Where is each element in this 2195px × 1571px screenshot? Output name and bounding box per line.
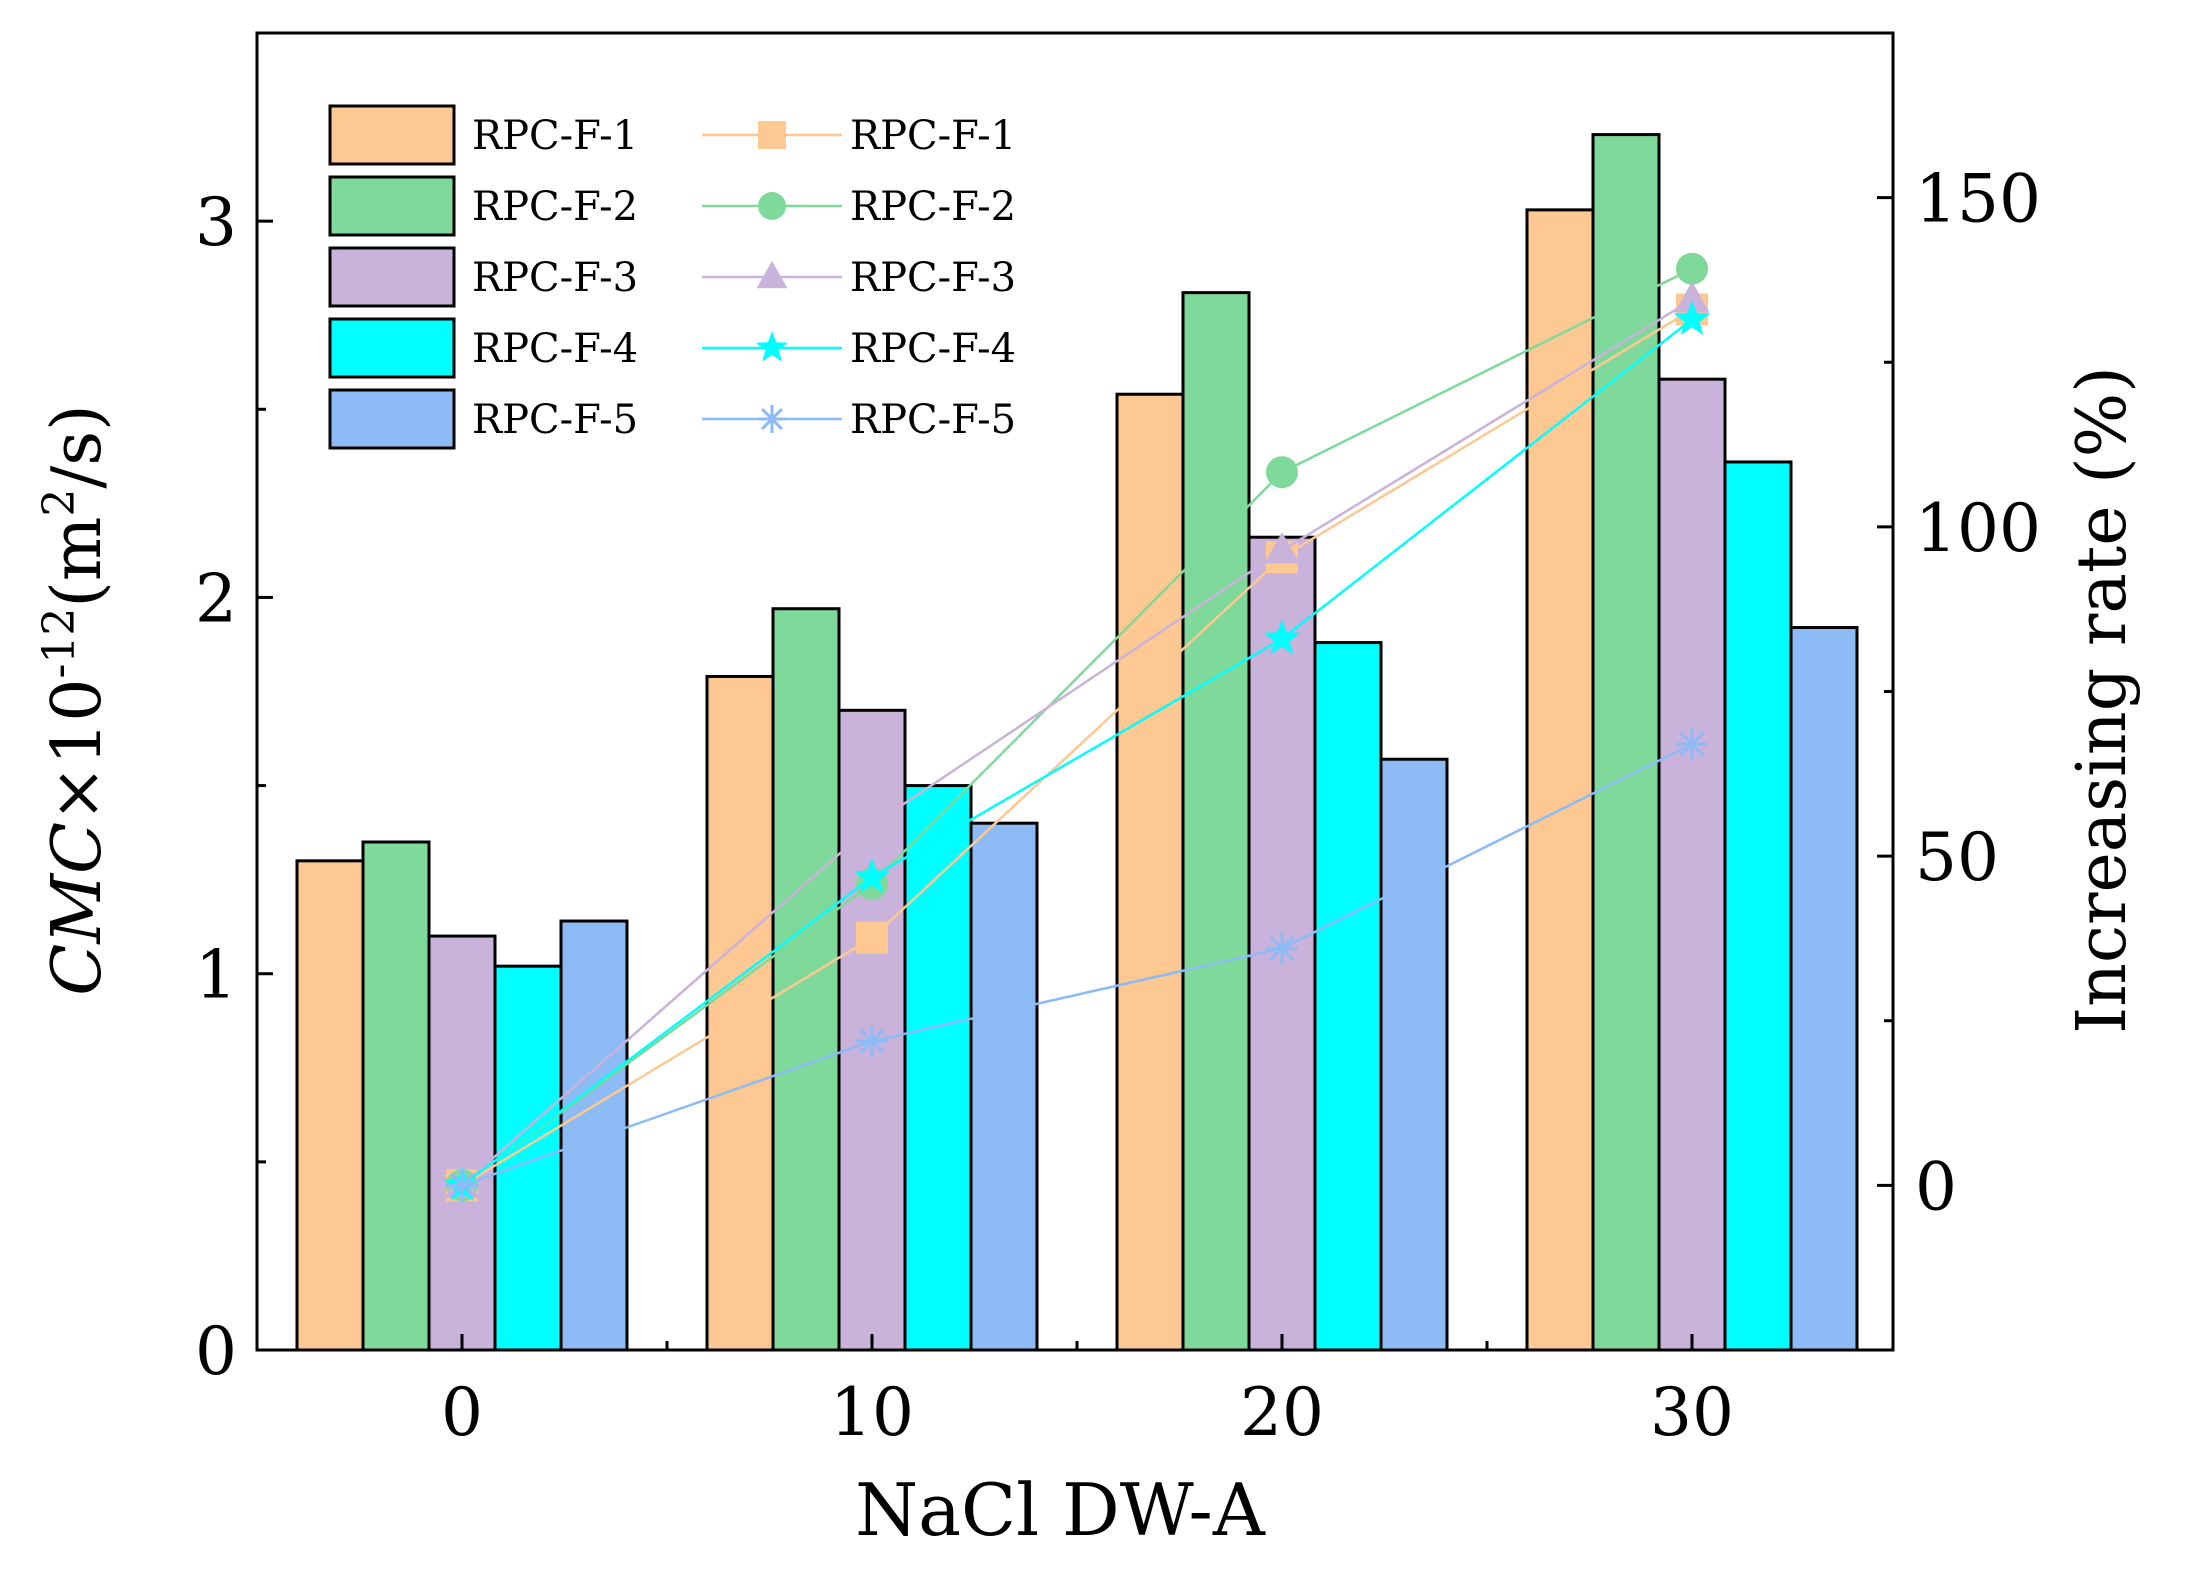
bar-rpc-f-4-20 bbox=[1313, 641, 1383, 1352]
legend-label-line-rpc-f-3: RPC-F-3 bbox=[850, 255, 1016, 301]
point-rpc-f-3-20 bbox=[1264, 532, 1300, 564]
bar-rpc-f-4-30 bbox=[1723, 460, 1793, 1352]
y-left-tick-label-2: 2 bbox=[195, 560, 237, 637]
point-rpc-f-2-20 bbox=[1266, 456, 1298, 489]
point-rpc-f-5-10 bbox=[856, 1025, 888, 1058]
point-rpc-f-5-0 bbox=[446, 1169, 478, 1202]
x-tick-label-0: 0 bbox=[441, 1374, 483, 1451]
line-rpc-f-2 bbox=[461, 267, 1693, 1187]
line-rpc-f-5 bbox=[461, 743, 1693, 1187]
bar-rpc-f-1-20 bbox=[1115, 392, 1185, 1352]
point-rpc-f-3-30 bbox=[1674, 281, 1710, 313]
y-axis-left-title-unit-close: /s) bbox=[38, 404, 117, 488]
bars-layer bbox=[295, 133, 1859, 1352]
y-axis-left-title-prefix: ×10 bbox=[38, 679, 117, 823]
y-left-tick-label-3: 3 bbox=[195, 184, 237, 261]
line-rpc-f-1 bbox=[461, 308, 1693, 1187]
lines-layer bbox=[443, 252, 1711, 1202]
legend-marker-rpc-f-5-stroke bbox=[761, 408, 783, 430]
point-rpc-f-5-30-stroke bbox=[1679, 731, 1705, 757]
y-left-tick-label-1: 1 bbox=[195, 937, 237, 1014]
x-axis-title: NaCl DW-A bbox=[855, 1468, 1266, 1552]
y-right-tick-label-100: 100 bbox=[1915, 490, 2041, 567]
point-rpc-f-4-30 bbox=[1673, 300, 1711, 335]
y-left-tick-label-0: 0 bbox=[195, 1313, 237, 1390]
bar-rpc-f-5-10 bbox=[969, 821, 1039, 1352]
point-rpc-f-5-30 bbox=[1676, 728, 1708, 761]
legend-swatch-bar-rpc-f-4 bbox=[328, 317, 456, 379]
legend-marker-rpc-f-1 bbox=[758, 121, 786, 149]
bar-rpc-f-1-10 bbox=[705, 674, 775, 1352]
legend-marker-rpc-f-3 bbox=[756, 260, 788, 289]
bar-rpc-f-5-20 bbox=[1379, 757, 1449, 1352]
bar-rpc-f-2-10 bbox=[771, 607, 841, 1352]
legend-label-line-rpc-f-5: RPC-F-5 bbox=[850, 397, 1016, 443]
point-rpc-f-5-20 bbox=[1266, 932, 1298, 965]
y-axis-left-title-exp2: 2 bbox=[34, 489, 85, 517]
bar-rpc-f-2-20 bbox=[1181, 291, 1251, 1352]
line-rpc-f-4 bbox=[461, 318, 1693, 1187]
legend-swatch-bar-rpc-f-2 bbox=[328, 175, 456, 237]
point-rpc-f-5-0-stroke bbox=[449, 1173, 475, 1198]
legend-swatch-bar-rpc-f-1 bbox=[328, 104, 456, 166]
line-rpc-f-3 bbox=[461, 298, 1693, 1187]
bar-rpc-f-1-30 bbox=[1525, 208, 1595, 1352]
legend-label-bar-rpc-f-1: RPC-F-1 bbox=[472, 113, 638, 159]
bar-rpc-f-3-0 bbox=[427, 934, 497, 1352]
bar-rpc-f-3-30 bbox=[1657, 377, 1727, 1352]
bar-rpc-f-2-30 bbox=[1591, 133, 1661, 1352]
x-tick-label-30: 30 bbox=[1650, 1374, 1734, 1451]
y-axis-right-title: Increasing rate (%) bbox=[2063, 366, 2142, 1034]
x-tick-label-20: 20 bbox=[1240, 1374, 1324, 1451]
legend-swatch-bar-rpc-f-3 bbox=[328, 246, 456, 308]
bar-rpc-f-5-0 bbox=[559, 919, 629, 1352]
bar-rpc-f-5-30 bbox=[1789, 626, 1859, 1352]
legend-marker-rpc-f-5 bbox=[758, 405, 786, 433]
bar-rpc-f-4-10 bbox=[903, 784, 973, 1352]
point-rpc-f-1-10 bbox=[856, 921, 888, 954]
legend-label-line-rpc-f-4: RPC-F-4 bbox=[850, 326, 1016, 372]
point-rpc-f-3-10 bbox=[854, 806, 890, 838]
y-right-tick-label-0: 0 bbox=[1915, 1148, 1957, 1225]
point-rpc-f-4-20 bbox=[1263, 619, 1301, 655]
bar-rpc-f-1-0 bbox=[295, 859, 365, 1352]
point-rpc-f-5-20-stroke bbox=[1269, 935, 1295, 961]
point-rpc-f-2-30 bbox=[1676, 252, 1708, 285]
y-axis-left-title-exp1: -12 bbox=[34, 608, 85, 679]
legend-swatch-bar-rpc-f-5 bbox=[328, 388, 456, 450]
legend: RPC-F-1 RPC-F-2 RPC-F-3 RPC-F-4 RPC-F-5 RPC-F… bbox=[328, 104, 1016, 450]
y-right-tick-label-150: 150 bbox=[1915, 161, 2041, 238]
point-rpc-f-5-10-stroke bbox=[859, 1028, 885, 1054]
legend-label-bar-rpc-f-3: RPC-F-3 bbox=[472, 255, 638, 301]
x-tick-label-10: 10 bbox=[830, 1374, 914, 1451]
legend-label-bar-rpc-f-4: RPC-F-4 bbox=[472, 326, 638, 372]
y-right-tick-label-50: 50 bbox=[1915, 819, 1999, 896]
legend-label-line-rpc-f-2: RPC-F-2 bbox=[850, 184, 1016, 230]
legend-marker-rpc-f-4 bbox=[756, 331, 788, 362]
legend-label-line-rpc-f-1: RPC-F-1 bbox=[850, 113, 1016, 159]
y-axis-left-title: CMC×10-12(m2/s) bbox=[34, 404, 117, 995]
y-axis-left-title-italic: CMC bbox=[38, 822, 117, 996]
legend-label-bar-rpc-f-2: RPC-F-2 bbox=[472, 184, 638, 230]
legend-marker-rpc-f-2 bbox=[758, 192, 786, 220]
legend-label-bar-rpc-f-5: RPC-F-5 bbox=[472, 397, 638, 443]
y-axis-left-title-unit-open: (m bbox=[38, 517, 117, 608]
point-rpc-f-4-10 bbox=[853, 858, 891, 893]
bar-rpc-f-2-0 bbox=[361, 840, 431, 1352]
